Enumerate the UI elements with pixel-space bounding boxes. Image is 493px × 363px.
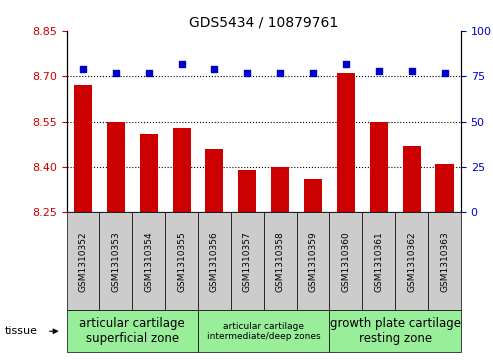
Point bbox=[441, 70, 449, 76]
Bar bbox=[238, 170, 256, 212]
Title: GDS5434 / 10879761: GDS5434 / 10879761 bbox=[189, 16, 338, 30]
Point bbox=[276, 70, 284, 76]
Point bbox=[177, 61, 185, 66]
Point bbox=[408, 68, 416, 74]
Bar bbox=[403, 146, 421, 212]
Text: GSM1310353: GSM1310353 bbox=[111, 231, 120, 292]
Text: GSM1310359: GSM1310359 bbox=[309, 231, 317, 292]
Text: GSM1310363: GSM1310363 bbox=[440, 231, 449, 292]
Point bbox=[211, 66, 218, 72]
Bar bbox=[337, 73, 355, 212]
Point bbox=[309, 70, 317, 76]
Point bbox=[79, 66, 87, 72]
Point bbox=[375, 68, 383, 74]
Text: GSM1310355: GSM1310355 bbox=[177, 231, 186, 292]
Bar bbox=[74, 85, 92, 212]
Text: GSM1310361: GSM1310361 bbox=[374, 231, 383, 292]
Bar bbox=[304, 179, 322, 212]
Point bbox=[112, 70, 120, 76]
Text: GSM1310358: GSM1310358 bbox=[276, 231, 284, 292]
Point bbox=[244, 70, 251, 76]
Bar bbox=[173, 128, 191, 212]
Bar bbox=[435, 164, 454, 212]
Point bbox=[145, 70, 153, 76]
Text: GSM1310354: GSM1310354 bbox=[144, 231, 153, 292]
Text: GSM1310362: GSM1310362 bbox=[407, 231, 416, 292]
Text: GSM1310357: GSM1310357 bbox=[243, 231, 252, 292]
Bar bbox=[271, 167, 289, 212]
Text: GSM1310360: GSM1310360 bbox=[342, 231, 351, 292]
Text: GSM1310356: GSM1310356 bbox=[210, 231, 219, 292]
Text: GSM1310352: GSM1310352 bbox=[78, 231, 87, 292]
Text: growth plate cartilage
resting zone: growth plate cartilage resting zone bbox=[330, 317, 461, 345]
Text: articular cartilage
superficial zone: articular cartilage superficial zone bbox=[79, 317, 185, 345]
Bar bbox=[206, 149, 223, 212]
Bar bbox=[107, 122, 125, 212]
Text: tissue: tissue bbox=[5, 326, 38, 336]
Bar bbox=[370, 122, 388, 212]
Text: articular cartilage
intermediate/deep zones: articular cartilage intermediate/deep zo… bbox=[207, 322, 320, 341]
Bar bbox=[140, 134, 158, 212]
Point bbox=[342, 61, 350, 66]
